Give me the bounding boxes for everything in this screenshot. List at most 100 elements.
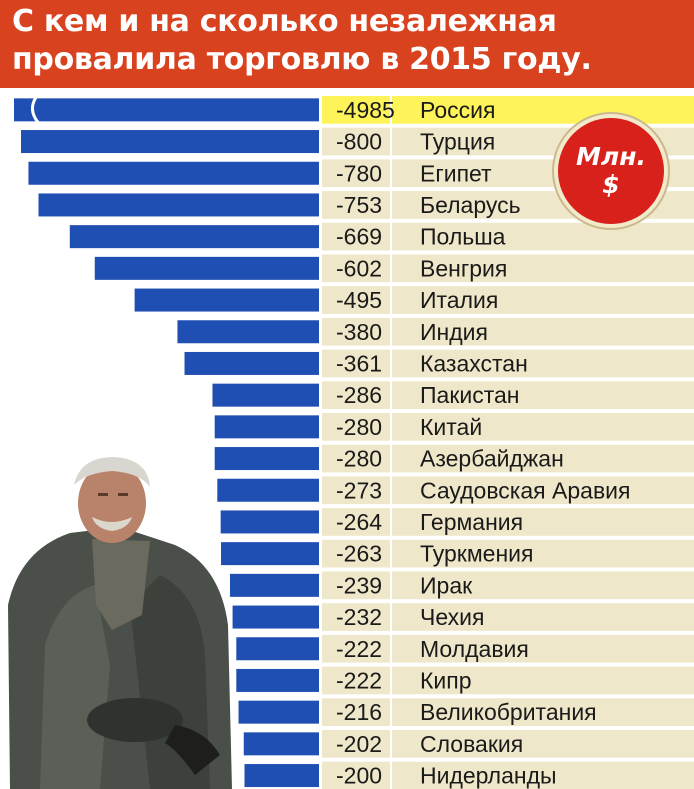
bar [243, 732, 319, 756]
value-cell [322, 413, 390, 441]
value-label: -495 [336, 287, 382, 313]
value-label: -669 [336, 224, 382, 250]
label-cell [392, 444, 694, 473]
bar [220, 510, 319, 534]
bar [94, 256, 319, 280]
value-label: -273 [336, 477, 382, 503]
value-label: -780 [336, 160, 382, 186]
label-cell [392, 286, 694, 314]
value-cell [322, 127, 390, 156]
category-label: Турция [420, 129, 495, 155]
category-label: Нидерланды [420, 763, 557, 789]
bar [14, 98, 319, 122]
value-cell [322, 191, 390, 219]
value-label: -216 [336, 699, 382, 725]
bar [221, 542, 319, 566]
category-label: Молдавия [420, 636, 529, 662]
label-cell [392, 603, 694, 631]
value-label: -286 [336, 382, 382, 408]
chart-title: С кем и на сколько незалежная провалила … [0, 0, 694, 88]
value-cell [322, 666, 390, 695]
value-label: -280 [336, 414, 382, 440]
value-label: -361 [336, 350, 382, 376]
label-cell [392, 317, 694, 346]
bar [236, 668, 319, 692]
category-label: Беларусь [420, 192, 521, 218]
value-cell [322, 159, 390, 188]
category-label: Кипр [420, 667, 472, 693]
bar [229, 573, 319, 597]
value-cell [322, 381, 390, 409]
value-label: -4985 [336, 97, 395, 123]
bar [177, 320, 319, 344]
category-label: Россия [420, 97, 495, 123]
unit-text-1: Млн. [576, 142, 646, 171]
unit-text-2: $ [602, 170, 620, 199]
category-label: Италия [420, 287, 498, 313]
bar [21, 130, 319, 154]
bar [217, 478, 319, 502]
label-cell [392, 571, 694, 600]
value-label: -280 [336, 446, 382, 472]
category-label: Туркмения [420, 541, 533, 567]
label-cell [392, 222, 694, 251]
bar [236, 637, 319, 661]
bar [212, 383, 319, 407]
label-cell [392, 349, 694, 378]
label-cell [392, 508, 694, 536]
value-cell [322, 761, 390, 789]
category-label: Великобритания [420, 699, 597, 725]
bar [214, 447, 319, 471]
bar [28, 161, 319, 185]
value-cell [322, 730, 390, 758]
title-line-1: С кем и на сколько незалежная [12, 4, 557, 39]
value-label: -202 [336, 731, 382, 757]
value-cell [322, 444, 390, 473]
value-cell [322, 508, 390, 536]
category-label: Китай [420, 414, 482, 440]
person-photo [8, 457, 232, 789]
label-cell [392, 634, 694, 663]
label-cell [392, 254, 694, 283]
bar [244, 764, 319, 788]
bar [38, 193, 319, 217]
category-label: Германия [420, 509, 523, 535]
category-label: Чехия [420, 604, 484, 630]
value-cell [322, 634, 390, 663]
value-label: -263 [336, 541, 382, 567]
label-cell [392, 730, 694, 758]
label-cell [392, 698, 694, 726]
value-label: -380 [336, 319, 382, 345]
value-cell [322, 698, 390, 726]
value-cell [322, 96, 390, 124]
value-cell [322, 286, 390, 314]
value-label: -232 [336, 604, 382, 630]
bar [184, 351, 319, 375]
label-cell [392, 761, 694, 789]
category-label: Азербайджан [420, 446, 564, 472]
category-label: Саудовская Аравия [420, 477, 630, 503]
bar-chart: -4985 Россия -800 Турция -780 Египет -753 Белар… [14, 96, 694, 789]
value-cell [322, 571, 390, 600]
label-cell [392, 476, 694, 505]
label-cell [392, 666, 694, 695]
value-cell [322, 254, 390, 283]
value-label: -264 [336, 509, 382, 535]
value-cell [322, 476, 390, 505]
unit-badge: Млн. $ [558, 118, 664, 224]
value-cell [322, 222, 390, 251]
category-label: Польша [420, 224, 506, 250]
value-cell [322, 603, 390, 631]
bar [69, 225, 319, 249]
category-label: Казахстан [420, 350, 528, 376]
value-label: -800 [336, 129, 382, 155]
label-cell [392, 381, 694, 409]
bar [238, 700, 319, 724]
value-cell [322, 317, 390, 346]
value-label: -222 [336, 667, 382, 693]
label-cell [392, 413, 694, 441]
bar [232, 605, 319, 629]
label-cell [392, 96, 694, 124]
label-cell [392, 539, 694, 568]
value-label: -602 [336, 255, 382, 281]
